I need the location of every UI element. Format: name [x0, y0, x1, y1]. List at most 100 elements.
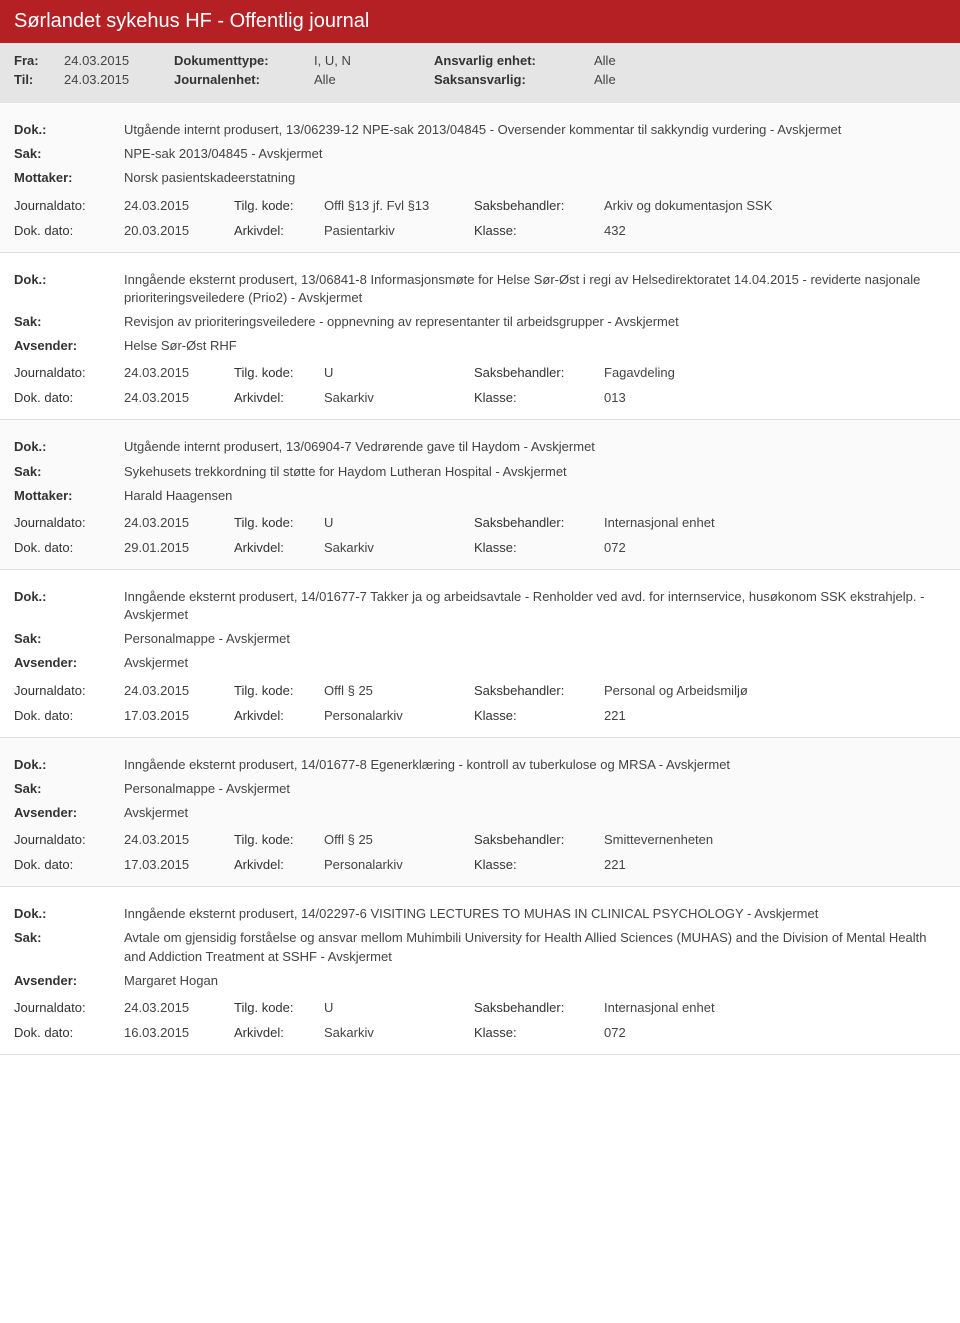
- saksbehandler-label: Saksbehandler:: [474, 832, 604, 847]
- dokdato-value: 16.03.2015: [124, 1025, 234, 1040]
- saksbehandler-label: Saksbehandler:: [474, 198, 604, 213]
- saksansvarlig-label: Saksansvarlig:: [434, 72, 594, 87]
- dokdato-label: Dok. dato:: [14, 540, 124, 555]
- saksbehandler-label: Saksbehandler:: [474, 683, 604, 698]
- klasse-value: 013: [604, 390, 946, 405]
- filter-row-1: Fra: 24.03.2015 Dokumenttype: I, U, N An…: [14, 53, 946, 68]
- klasse-value: 432: [604, 223, 946, 238]
- tilgkode-value: Offl § 25: [324, 832, 474, 847]
- sak-label: Sak:: [14, 313, 124, 331]
- klasse-label: Klasse:: [474, 1025, 604, 1040]
- party-value: Avskjermet: [124, 804, 946, 822]
- klasse-label: Klasse:: [474, 390, 604, 405]
- klasse-label: Klasse:: [474, 857, 604, 872]
- arkivdel-value: Pasientarkiv: [324, 223, 474, 238]
- ansvarlig-enhet-label: Ansvarlig enhet:: [434, 53, 594, 68]
- fra-value: 24.03.2015: [64, 53, 174, 68]
- saksbehandler-value: Internasjonal enhet: [604, 1000, 946, 1015]
- party-value: Avskjermet: [124, 654, 946, 672]
- arkivdel-label: Arkivdel:: [234, 857, 324, 872]
- tilgkode-value: U: [324, 1000, 474, 1015]
- tilgkode-value: Offl §13 jf. Fvl §13: [324, 198, 474, 213]
- dokdato-value: 17.03.2015: [124, 708, 234, 723]
- arkivdel-label: Arkivdel:: [234, 1025, 324, 1040]
- sak-label: Sak:: [14, 463, 124, 481]
- dokdato-label: Dok. dato:: [14, 1025, 124, 1040]
- journal-entry: Dok.: Inngående eksternt produsert, 14/0…: [0, 570, 960, 738]
- saksbehandler-label: Saksbehandler:: [474, 1000, 604, 1015]
- party-label: Mottaker:: [14, 487, 124, 505]
- til-value: 24.03.2015: [64, 72, 174, 87]
- doktype-label: Dokumenttype:: [174, 53, 314, 68]
- arkivdel-value: Sakarkiv: [324, 1025, 474, 1040]
- dok-value: Inngående eksternt produsert, 14/01677-7…: [124, 588, 946, 624]
- party-label: Avsender:: [14, 337, 124, 355]
- dokdato-label: Dok. dato:: [14, 390, 124, 405]
- arkivdel-label: Arkivdel:: [234, 390, 324, 405]
- dok-label: Dok.:: [14, 121, 124, 139]
- tilgkode-label: Tilg. kode:: [234, 683, 324, 698]
- tilgkode-label: Tilg. kode:: [234, 515, 324, 530]
- klasse-label: Klasse:: [474, 708, 604, 723]
- party-label: Avsender:: [14, 654, 124, 672]
- journalenhet-label: Journalenhet:: [174, 72, 314, 87]
- journaldato-value: 24.03.2015: [124, 1000, 234, 1015]
- journal-entry: Dok.: Inngående eksternt produsert, 14/0…: [0, 738, 960, 888]
- entries-list: Dok.: Utgående internt produsert, 13/062…: [0, 103, 960, 1075]
- dokdato-value: 24.03.2015: [124, 390, 234, 405]
- party-label: Avsender:: [14, 804, 124, 822]
- sak-value: Avtale om gjensidig forståelse og ansvar…: [124, 929, 946, 965]
- party-value: Helse Sør-Øst RHF: [124, 337, 946, 355]
- dok-value: Inngående eksternt produsert, 14/01677-8…: [124, 756, 946, 774]
- journal-entry: Dok.: Inngående eksternt produsert, 13/0…: [0, 253, 960, 421]
- journaldato-label: Journaldato:: [14, 365, 124, 380]
- page-header: Sørlandet sykehus HF - Offentlig journal: [0, 0, 960, 43]
- journaldato-label: Journaldato:: [14, 832, 124, 847]
- journaldato-value: 24.03.2015: [124, 683, 234, 698]
- dok-label: Dok.:: [14, 756, 124, 774]
- party-label: Avsender:: [14, 972, 124, 990]
- sak-label: Sak:: [14, 630, 124, 648]
- dokdato-label: Dok. dato:: [14, 857, 124, 872]
- saksbehandler-value: Arkiv og dokumentasjon SSK: [604, 198, 946, 213]
- dokdato-label: Dok. dato:: [14, 708, 124, 723]
- arkivdel-value: Sakarkiv: [324, 390, 474, 405]
- saksbehandler-value: Internasjonal enhet: [604, 515, 946, 530]
- journal-entry: Dok.: Utgående internt produsert, 13/069…: [0, 420, 960, 570]
- journalenhet-value: Alle: [314, 72, 434, 87]
- filter-panel: Fra: 24.03.2015 Dokumenttype: I, U, N An…: [0, 43, 960, 103]
- dokdato-value: 17.03.2015: [124, 857, 234, 872]
- sak-value: Sykehusets trekkordning til støtte for H…: [124, 463, 946, 481]
- klasse-value: 221: [604, 708, 946, 723]
- party-label: Mottaker:: [14, 169, 124, 187]
- sak-value: Personalmappe - Avskjermet: [124, 630, 946, 648]
- arkivdel-label: Arkivdel:: [234, 540, 324, 555]
- filter-row-2: Til: 24.03.2015 Journalenhet: Alle Saksa…: [14, 72, 946, 87]
- dok-label: Dok.:: [14, 905, 124, 923]
- dok-value: Utgående internt produsert, 13/06904-7 V…: [124, 438, 946, 456]
- klasse-value: 072: [604, 1025, 946, 1040]
- journaldato-label: Journaldato:: [14, 198, 124, 213]
- tilgkode-value: U: [324, 515, 474, 530]
- klasse-label: Klasse:: [474, 223, 604, 238]
- klasse-value: 221: [604, 857, 946, 872]
- journal-entry: Dok.: Utgående internt produsert, 13/062…: [0, 103, 960, 253]
- saksansvarlig-value: Alle: [594, 72, 714, 87]
- journaldato-value: 24.03.2015: [124, 832, 234, 847]
- dokdato-label: Dok. dato:: [14, 223, 124, 238]
- tilgkode-label: Tilg. kode:: [234, 365, 324, 380]
- saksbehandler-label: Saksbehandler:: [474, 515, 604, 530]
- journaldato-value: 24.03.2015: [124, 515, 234, 530]
- dok-value: Inngående eksternt produsert, 14/02297-6…: [124, 905, 946, 923]
- journaldato-value: 24.03.2015: [124, 365, 234, 380]
- sak-value: Revisjon av prioriteringsveiledere - opp…: [124, 313, 946, 331]
- saksbehandler-label: Saksbehandler:: [474, 365, 604, 380]
- journal-entry: Dok.: Inngående eksternt produsert, 14/0…: [0, 887, 960, 1055]
- saksbehandler-value: Fagavdeling: [604, 365, 946, 380]
- tilgkode-value: U: [324, 365, 474, 380]
- journaldato-value: 24.03.2015: [124, 198, 234, 213]
- journaldato-label: Journaldato:: [14, 1000, 124, 1015]
- dokdato-value: 20.03.2015: [124, 223, 234, 238]
- arkivdel-value: Sakarkiv: [324, 540, 474, 555]
- saksbehandler-value: Personal og Arbeidsmiljø: [604, 683, 946, 698]
